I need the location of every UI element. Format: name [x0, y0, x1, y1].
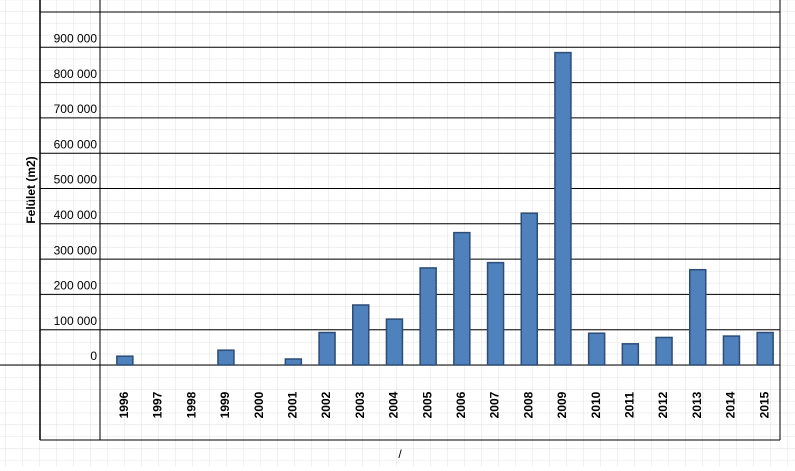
annotation: / — [398, 447, 402, 461]
bar — [453, 231, 471, 366]
y-tick-label: 400 000 — [54, 208, 98, 222]
y-axis-label: Felület (m2) — [24, 156, 38, 223]
bar — [352, 304, 370, 366]
x-tick-label: 1999 — [218, 391, 232, 418]
y-tick-label: 0 — [90, 349, 97, 363]
x-tick-label: 2000 — [252, 391, 266, 418]
bar — [621, 343, 640, 366]
bar — [419, 267, 437, 366]
x-tick-label: 2014 — [724, 391, 738, 418]
x-tick-label: 2004 — [387, 391, 401, 418]
bar — [520, 212, 538, 366]
y-tick-label: 100 000 — [54, 314, 98, 328]
bar — [587, 332, 606, 366]
y-tick-label: 700 000 — [54, 102, 98, 116]
x-tick-label: 1998 — [184, 391, 198, 418]
bar — [655, 336, 673, 366]
bar — [217, 349, 235, 366]
bar — [554, 51, 572, 366]
y-tick-label: 200 000 — [54, 279, 98, 293]
x-tick-label: 2010 — [589, 391, 603, 418]
x-tick-label: 1997 — [151, 391, 165, 418]
y-tick-label: 900 000 — [54, 31, 98, 45]
x-tick-label: 2003 — [353, 391, 367, 418]
bar — [689, 268, 707, 366]
x-tick-label: 1996 — [117, 391, 131, 418]
x-tick-label: 2007 — [488, 391, 502, 418]
x-tick-label: 2015 — [757, 391, 771, 418]
bar — [385, 318, 404, 366]
bar — [284, 358, 303, 366]
x-tick-label: 2012 — [656, 391, 670, 418]
y-tick-label: 800 000 — [54, 67, 98, 81]
bar — [318, 331, 336, 366]
bar — [116, 355, 134, 366]
x-tick-label: 2006 — [454, 391, 468, 418]
y-tick-label: 600 000 — [54, 137, 98, 151]
x-tick-label: 2005 — [420, 391, 434, 418]
x-tick-label: 2009 — [555, 391, 569, 418]
x-tick-label: 2008 — [521, 391, 535, 418]
x-tick-label: 2013 — [690, 391, 704, 418]
x-tick-label: 2011 — [623, 392, 637, 418]
x-tick-label: 2001 — [286, 391, 300, 418]
bar — [486, 261, 505, 366]
x-tick-label: 2002 — [319, 391, 333, 418]
y-tick-label: 300 000 — [54, 243, 98, 257]
bar — [756, 331, 774, 366]
bar — [722, 335, 741, 366]
y-tick-label: 500 000 — [54, 173, 98, 187]
